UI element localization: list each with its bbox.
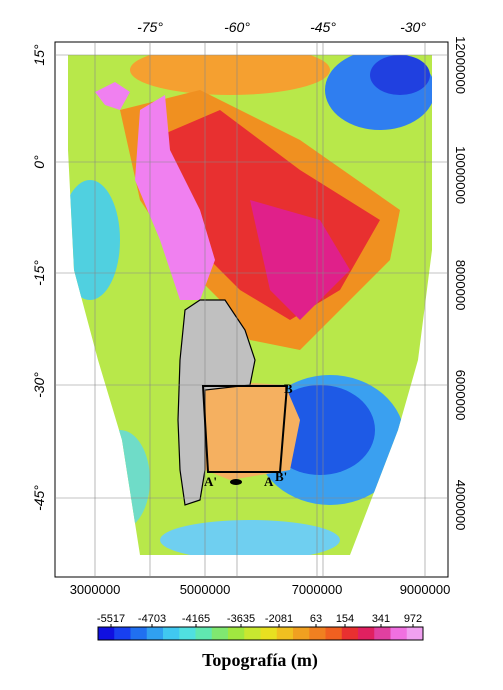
colorbar-cell <box>146 627 164 640</box>
colorbar-label: -4165 <box>182 613 210 625</box>
colorbar-cell <box>390 627 408 640</box>
top-label: -60° <box>224 19 250 35</box>
right-label: 10000000 <box>453 146 468 204</box>
topography <box>68 55 432 555</box>
colorbar-label: -2081 <box>265 613 293 625</box>
colorbar-cell <box>98 627 115 640</box>
colorbar-label: 341 <box>372 613 390 625</box>
colorbar-cell <box>293 627 310 640</box>
colorbar-cell <box>244 627 261 640</box>
bottom-label: 3000000 <box>70 582 121 597</box>
colorbar-cell <box>309 627 326 640</box>
colorbar-label: 154 <box>336 613 354 625</box>
colorbar-cell <box>325 627 343 640</box>
colorbar-cell <box>163 627 180 640</box>
profile-label: B' <box>275 469 287 484</box>
colorbar-cell <box>179 627 196 640</box>
top-label: -75° <box>137 19 163 35</box>
bottom-label: 9000000 <box>400 582 451 597</box>
bottom-label: 7000000 <box>292 582 343 597</box>
left-label: 0° <box>31 155 47 169</box>
profile-label: B <box>284 381 293 396</box>
profile-label: A' <box>204 474 217 489</box>
colorbar-title: Topografía (m) <box>202 650 318 671</box>
right-label: 6000000 <box>453 370 468 421</box>
colorbar-cell <box>195 627 213 640</box>
colorbar-cell <box>374 627 391 640</box>
left-label: -30° <box>31 372 47 398</box>
island <box>230 479 242 485</box>
colorbar-cell <box>114 627 131 640</box>
colorbar-cell <box>130 627 148 640</box>
left-label: -45° <box>31 485 47 511</box>
grid <box>55 42 448 577</box>
colorbar-label: 63 <box>310 613 322 625</box>
top-label: -30° <box>400 19 426 35</box>
profile-label: A <box>264 474 274 489</box>
right-label: 12000000 <box>453 36 468 94</box>
colorbar-outline <box>97 626 424 641</box>
bottom-label: 5000000 <box>180 582 231 597</box>
right-label: 4000000 <box>453 480 468 531</box>
colorbar-label: 972 <box>404 613 422 625</box>
colorbar-cell <box>260 627 278 640</box>
colorbar-cell <box>406 627 424 640</box>
colorbar-cell <box>341 627 359 640</box>
colorbar: -5517 -4703 -4165 -3635 -2081 63 154 341 972 <box>97 613 424 641</box>
colorbar-cell <box>358 627 375 640</box>
top-label: -45° <box>310 19 336 35</box>
left-label: -15° <box>31 260 47 286</box>
colorbar-label: -5517 <box>97 613 125 625</box>
labels: -75° -60° -45° -30° 15° 0° -15° -30° -45° 1200000… <box>31 19 468 597</box>
right-label: 8000000 <box>453 260 468 311</box>
profile-box <box>201 385 289 473</box>
colorbar-cell <box>276 627 294 640</box>
colorbar-cell <box>211 627 229 640</box>
colorbar-label: -4703 <box>138 613 166 625</box>
colorbar-label: -3635 <box>227 613 255 625</box>
left-label: 15° <box>31 44 47 66</box>
colorbar-cell <box>228 627 245 640</box>
